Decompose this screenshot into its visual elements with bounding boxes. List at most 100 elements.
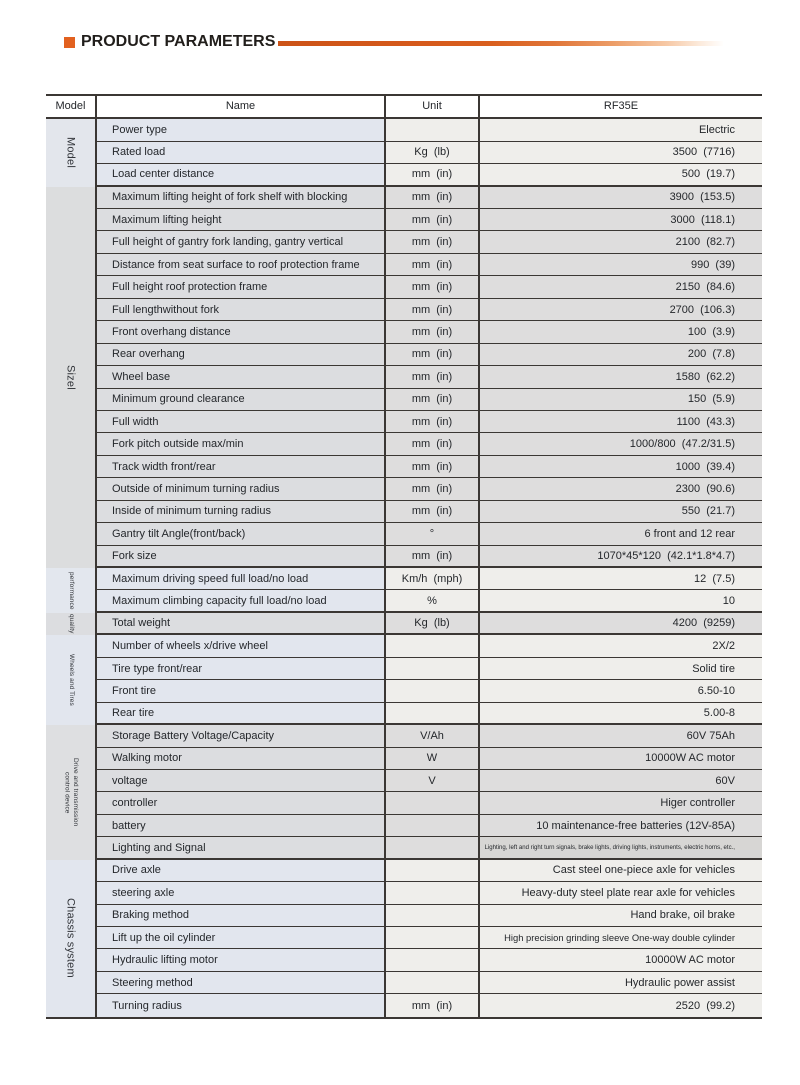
name-cell: Full width: [95, 410, 384, 433]
name-cell: Tire type front/rear: [95, 657, 384, 680]
name-cell-text: Gantry tilt Angle(front/back): [112, 527, 246, 540]
unit-cell-text: mm (in): [411, 483, 453, 496]
name-cell: Rated load: [95, 141, 384, 164]
value-cell-text: 5.00-8: [703, 706, 735, 719]
section-group-cell: Drive and transmission control device: [46, 725, 95, 860]
name-cell: Front overhang distance: [95, 321, 384, 343]
unit-cell-text: %: [427, 594, 437, 607]
value-cell-text: 3900 (153.5): [669, 191, 735, 204]
table-header-row: Model Name Unit RF35E: [46, 95, 762, 120]
unit-cell: Km/h (mph): [384, 568, 478, 590]
value-cell-text: 10000W AC motor: [645, 752, 735, 765]
unit-cell: mm (in): [384, 253, 478, 276]
name-cell: Drive axle: [95, 859, 384, 882]
value-cell: 1070*45*120 (42.1*1.8*4.7): [478, 545, 762, 567]
section-label: Chassis system: [64, 898, 77, 979]
name-cell-text: Turning radius: [112, 999, 182, 1012]
value-cell: 60V 75Ah: [478, 725, 762, 747]
value-cell: 6.50-10: [478, 680, 762, 702]
name-cell: Rear tire: [95, 702, 384, 724]
name-cell: Maximum lifting height: [95, 209, 384, 231]
section-rows: Maximum lifting height of fork shelf wit…: [95, 186, 762, 569]
spec-row: Storage Battery Voltage/Capacity V/Ah 60V …: [95, 725, 762, 748]
name-cell: Maximum climbing capacity full load/no l…: [95, 590, 384, 611]
name-cell-text: Storage Battery Voltage/Capacity: [112, 729, 275, 742]
name-cell-text: Rated load: [112, 146, 166, 159]
spec-table: Model Name Unit RF35E Model Power type Ele…: [46, 93, 762, 1019]
spec-row: Rear tire 5.00-8: [95, 702, 762, 726]
spec-row: Hydraulic lifting motor 10000W AC motor: [95, 949, 762, 972]
spec-row: Outside of minimum turning radius mm (in)…: [95, 478, 762, 501]
name-cell-text: Power type: [112, 124, 168, 137]
spec-row: Fork size mm (in) 1070*45*120 (42.1*1.8*4.…: [95, 545, 762, 569]
name-cell-text: Distance from seat surface to roof prote…: [112, 258, 360, 271]
value-cell-text: Electric: [698, 124, 735, 137]
name-cell-text: Braking method: [112, 909, 190, 922]
value-cell: 2100 (82.7): [478, 231, 762, 253]
name-cell: Track width front/rear: [95, 455, 384, 478]
unit-cell: mm (in): [384, 994, 478, 1017]
table-section: Sizel Maximum lifting height of fork shel…: [46, 186, 762, 569]
unit-cell-text: mm (in): [411, 415, 453, 428]
unit-cell: mm (in): [384, 545, 478, 567]
unit-cell: mm (in): [384, 500, 478, 523]
unit-cell-text: mm (in): [411, 505, 453, 518]
section-group-cell: Chassis system: [46, 859, 95, 1017]
value-cell: 2700 (106.3): [478, 298, 762, 321]
name-cell-text: Fork pitch outside max/min: [112, 438, 244, 451]
value-cell: 3500 (7716): [478, 141, 762, 164]
name-cell-text: Lift up the oil cylinder: [112, 931, 216, 944]
name-cell-text: Maximum lifting height: [112, 213, 222, 226]
value-cell-text: 1100 (43.3): [676, 415, 735, 428]
value-cell: 200 (7.8): [478, 343, 762, 366]
name-cell: Fork pitch outside max/min: [95, 433, 384, 455]
name-cell: Rear overhang: [95, 343, 384, 366]
unit-cell-text: mm (in): [411, 325, 453, 338]
spec-row: Minimum ground clearance mm (in) 150 (5.9): [95, 388, 762, 411]
value-cell-text: 10 maintenance-free batteries (12V-85A): [536, 819, 735, 832]
value-cell: 1000/800 (47.2/31.5): [478, 433, 762, 455]
value-cell: 500 (19.7): [478, 164, 762, 185]
name-cell: Lighting and Signal: [95, 837, 384, 858]
unit-cell: [384, 882, 478, 904]
value-cell-text: 10: [722, 594, 735, 607]
value-cell: Hand brake, oil brake: [478, 904, 762, 927]
name-cell-text: Walking motor: [112, 752, 182, 765]
table-section: Model Power type Electric Rated load Kg (lb)…: [46, 119, 762, 187]
name-cell-text: voltage: [112, 774, 148, 787]
value-cell: Higer controller: [478, 792, 762, 814]
unit-cell: [384, 904, 478, 927]
name-cell-text: Front overhang distance: [112, 325, 231, 338]
name-cell: battery: [95, 814, 384, 837]
value-cell: 60V: [478, 769, 762, 792]
title-gradient-bar: [278, 40, 723, 46]
section-rows: Power type Electric Rated load Kg (lb) 3500 …: [95, 119, 762, 187]
name-cell: voltage: [95, 769, 384, 792]
name-cell: Lift up the oil cylinder: [95, 927, 384, 949]
table-body: Model Power type Electric Rated load Kg (lb)…: [46, 119, 762, 1017]
spec-row: Fork pitch outside max/min mm (in) 1000/80…: [95, 433, 762, 456]
spec-row: Gantry tilt Angle(front/back) ° 6 front an…: [95, 523, 762, 546]
spec-row: Wheel base mm (in) 1580 (62.2): [95, 366, 762, 389]
value-cell-text: 2100 (82.7): [675, 236, 735, 249]
unit-cell-text: mm (in): [411, 549, 453, 562]
unit-cell: [384, 859, 478, 882]
title-accent-square-icon: [64, 37, 75, 48]
name-cell-text: Total weight: [112, 617, 171, 630]
value-cell-text: 500 (19.7): [681, 168, 735, 181]
value-cell: 3000 (118.1): [478, 209, 762, 231]
unit-cell: °: [384, 523, 478, 545]
value-cell-text: 60V 75Ah: [686, 729, 735, 742]
unit-cell-text: mm (in): [411, 460, 453, 473]
value-cell: 1100 (43.3): [478, 410, 762, 433]
unit-cell: mm (in): [384, 366, 478, 388]
unit-cell-text: W: [426, 752, 438, 765]
spec-row: Turning radius mm (in) 2520 (99.2): [95, 994, 762, 1017]
table-section: performance Maximum driving speed full lo…: [46, 568, 762, 613]
name-cell-text: Lighting and Signal: [112, 841, 206, 854]
unit-cell: [384, 837, 478, 858]
unit-cell: [384, 971, 478, 994]
name-cell-text: Hydraulic lifting motor: [112, 954, 218, 967]
name-cell: Full height of gantry fork landing, gant…: [95, 231, 384, 253]
name-cell: controller: [95, 792, 384, 814]
